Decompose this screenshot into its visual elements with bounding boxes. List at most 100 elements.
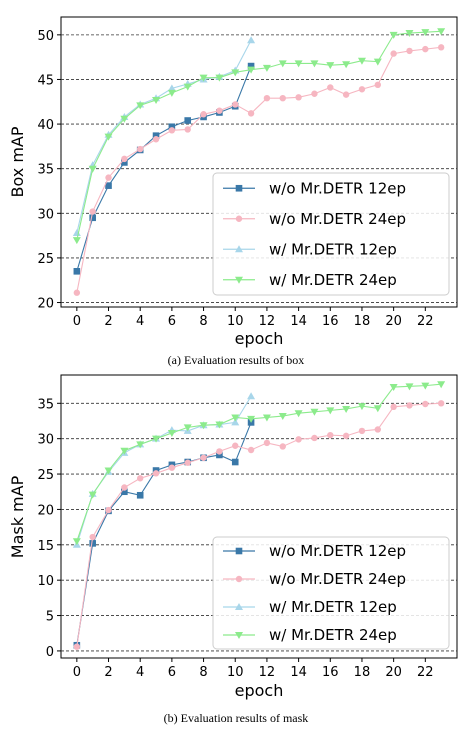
plot-frame [60, 16, 458, 308]
data-point [358, 427, 366, 435]
data-point [231, 414, 240, 422]
x-tick-label: 22 [417, 314, 434, 329]
legend-box [212, 172, 450, 296]
data-point [89, 208, 96, 215]
data-point [422, 400, 429, 408]
x-axis-label: epoch [235, 329, 284, 348]
data-point [247, 392, 256, 400]
data-point [121, 155, 128, 163]
legend-marker [235, 575, 243, 583]
data-point [120, 115, 129, 123]
y-tick-label: 30 [37, 207, 54, 222]
data-point [88, 491, 97, 499]
data-point [200, 111, 207, 118]
data-point [262, 414, 271, 422]
data-point [247, 110, 255, 117]
data-point [215, 421, 224, 429]
data-point [216, 107, 223, 114]
data-point [247, 36, 256, 44]
data-point [136, 102, 145, 110]
x-tick-label: 4 [136, 665, 144, 680]
data-point [405, 30, 414, 38]
data-point [295, 94, 302, 101]
data-point [231, 69, 240, 77]
legend-label: w/ Mr.DETR 12ep [269, 598, 397, 616]
legend-marker [235, 215, 243, 222]
legend-marker [235, 184, 243, 192]
data-point [311, 434, 318, 442]
data-point [262, 64, 271, 72]
y-tick-label: 50 [37, 29, 54, 44]
data-point [342, 61, 351, 69]
data-point [136, 491, 144, 499]
data-point [326, 407, 335, 415]
y-tick-label: 20 [37, 297, 54, 312]
data-point [167, 89, 176, 97]
data-point [422, 45, 429, 53]
x-tick-label: 14 [290, 665, 307, 680]
x-tick-label: 20 [385, 665, 402, 680]
data-point [310, 60, 319, 68]
legend-label: w/o Mr.DETR 12ep [269, 179, 406, 197]
x-tick-label: 6 [168, 314, 176, 329]
x-tick-label: 10 [227, 314, 244, 329]
series-line [76, 395, 252, 545]
data-point [121, 159, 128, 166]
data-point [72, 538, 81, 546]
x-tick-label: 6 [168, 665, 176, 680]
chart-box-map: 20 25 30 35 40 45 50 0 2 4 6 8 10 12 14 16 18 20 22 epoch… [8, 16, 458, 367]
x-tick-label: 16 [322, 665, 339, 680]
legend: w/o Mr.DETR 12ep w/o Mr.DETR 24ep w/ Mr.DE… [212, 536, 450, 650]
data-point [326, 62, 335, 70]
data-point [89, 214, 96, 222]
legend: w/o Mr.DETR 12ep w/o Mr.DETR 24ep w/ Mr.DE… [212, 172, 450, 296]
data-point [373, 405, 382, 413]
y-tick-label: 25 [37, 252, 54, 267]
data-point [247, 62, 255, 70]
data-point [216, 451, 223, 459]
x-axis-label: epoch [235, 681, 284, 700]
data-point [120, 447, 129, 455]
x-tick-label: 4 [136, 314, 144, 329]
legend-box [212, 536, 450, 650]
data-point [199, 422, 208, 430]
data-point [73, 268, 81, 275]
data-point [278, 413, 287, 421]
y-tick-label: 35 [37, 163, 54, 178]
data-point [357, 57, 366, 65]
series-line [76, 30, 442, 241]
data-point [231, 418, 240, 426]
data-point [247, 415, 256, 423]
series-w-mr-detr-24ep [72, 28, 446, 245]
data-point [168, 127, 176, 134]
data-point [137, 475, 144, 482]
y-tick-label: 30 [37, 433, 54, 448]
legend-marker [235, 603, 243, 610]
legend-label: w/ Mr.DETR 24ep [269, 271, 397, 289]
data-point [406, 402, 413, 409]
data-point [327, 431, 334, 439]
x-tick-label: 14 [290, 314, 307, 329]
legend-label: w/o Mr.DETR 24ep [269, 210, 406, 228]
x-tick-label: 8 [199, 665, 207, 680]
series-w-o-mr-detr-24ep [73, 400, 445, 650]
data-point [342, 432, 350, 440]
data-point [184, 126, 191, 133]
x-tick-label: 0 [73, 665, 81, 680]
x-axis-ticks: 0 2 4 6 8 10 12 14 16 18 20 22 [73, 307, 434, 329]
data-point [137, 145, 144, 153]
y-tick-label: 5 [46, 610, 54, 625]
data-point [104, 467, 113, 475]
plot-frame [60, 374, 458, 659]
data-point [406, 47, 413, 55]
caption: (a) Evaluation results of box [168, 353, 305, 367]
data-point [152, 435, 161, 443]
data-point [389, 31, 398, 39]
data-point [279, 443, 286, 450]
x-tick-label: 18 [354, 665, 371, 680]
x-tick-label: 22 [417, 665, 434, 680]
series-group [72, 381, 446, 650]
data-point [342, 91, 350, 98]
data-point [152, 132, 160, 139]
data-point [342, 405, 351, 413]
